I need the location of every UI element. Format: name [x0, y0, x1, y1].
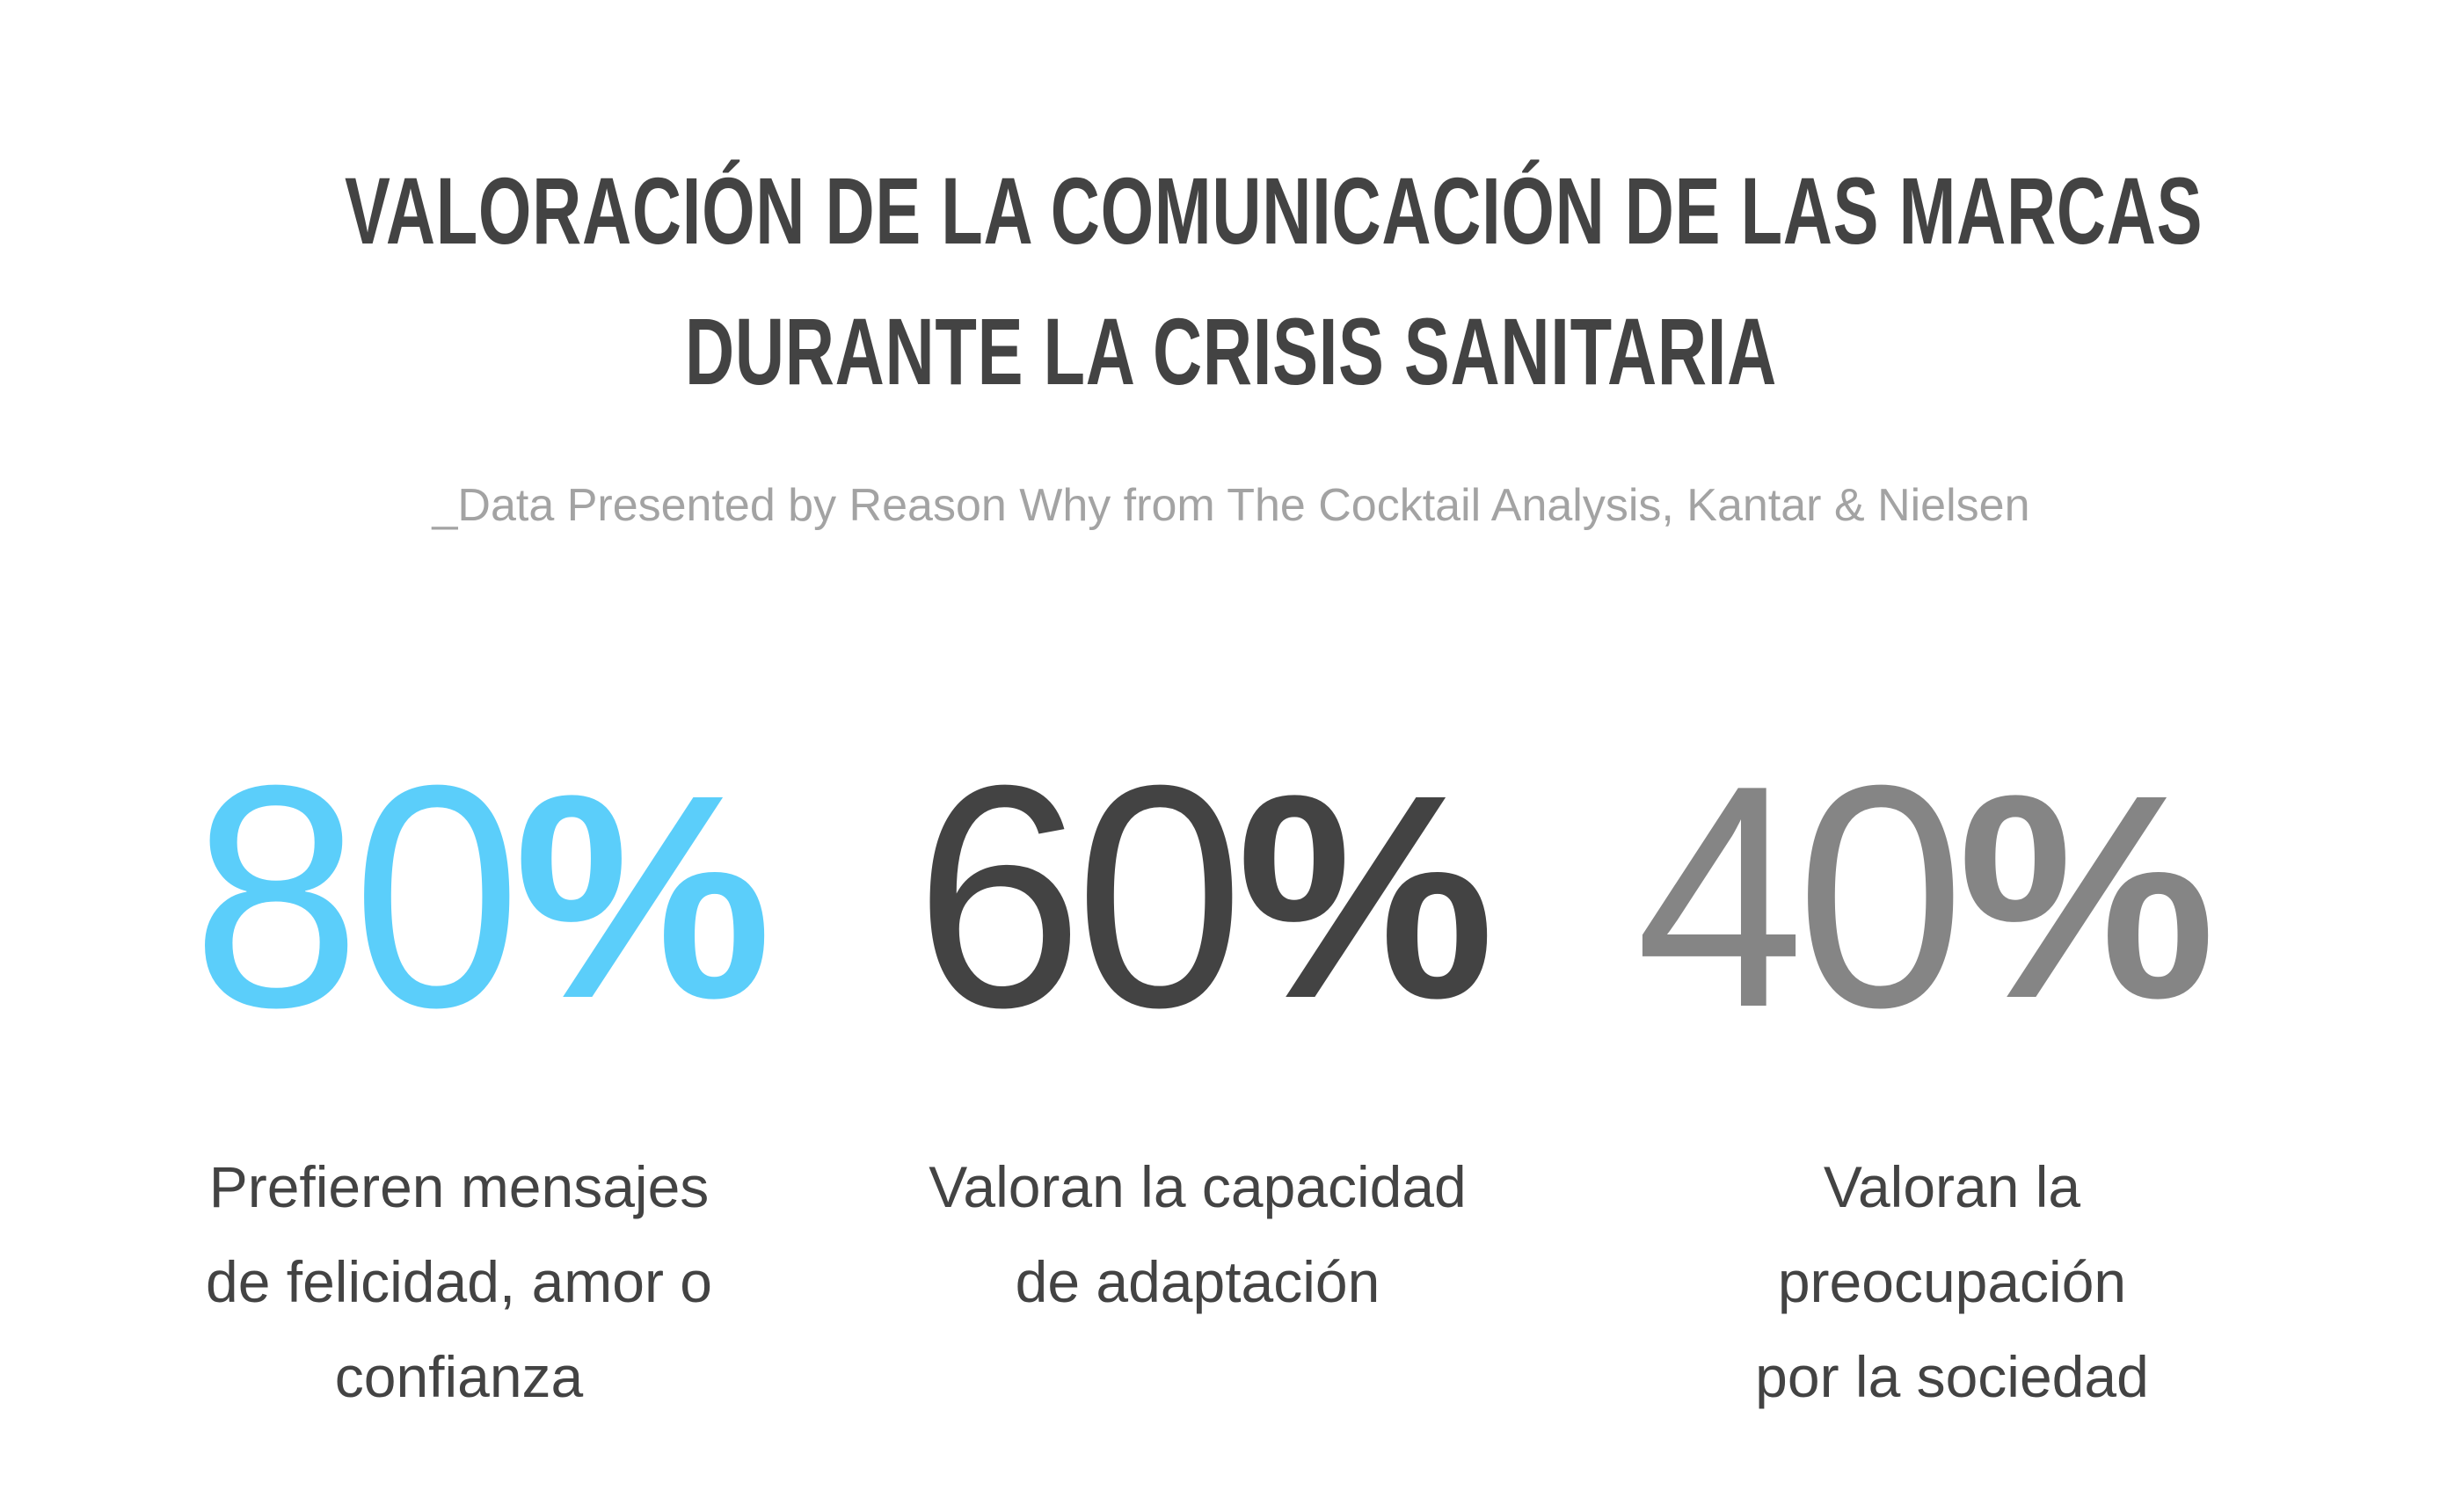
- description-line: de adaptación: [1015, 1249, 1380, 1314]
- stat-60-percent: 60%: [914, 720, 1583, 1073]
- stat-number: 40: [1635, 720, 1965, 1073]
- percent-sign: %: [1236, 734, 1495, 1058]
- percent-sign: %: [1957, 734, 2216, 1058]
- title-line-1: VALORACIÓN DE LA COMUNICACIÓN DE LAS MAR…: [344, 157, 2203, 264]
- source-subtitle: _Data Presented by Reason Why from The C…: [432, 480, 2030, 531]
- description-line: Valoran la preocupación: [1777, 1154, 2127, 1314]
- percent-sign: %: [514, 734, 772, 1058]
- description-line: de felicidad, amor o: [206, 1249, 712, 1314]
- stat-40-percent: 40%: [1635, 720, 2304, 1073]
- description-line: confianza: [334, 1344, 584, 1409]
- stat-number: 80: [192, 720, 521, 1073]
- stat-number: 60: [914, 720, 1244, 1073]
- stat-description-40: Valoran la preocupación por la sociedad: [1644, 1139, 2260, 1424]
- stat-description-80: Prefieren mensajes de felicidad, amor o …: [151, 1139, 767, 1424]
- description-line: por la sociedad: [1755, 1344, 2149, 1409]
- title-line-2: DURANTE LA CRISIS SANITARIA: [685, 298, 1777, 404]
- stat-80-percent: 80%: [192, 720, 860, 1073]
- page-title: VALORACIÓN DE LA COMUNICACIÓN DE LAS MAR…: [344, 141, 2203, 422]
- stat-description-60: Valoran la capacidad de adaptación: [890, 1139, 1505, 1329]
- description-line: Valoran la capacidad: [929, 1154, 1467, 1219]
- description-line: Prefieren mensajes: [208, 1154, 710, 1219]
